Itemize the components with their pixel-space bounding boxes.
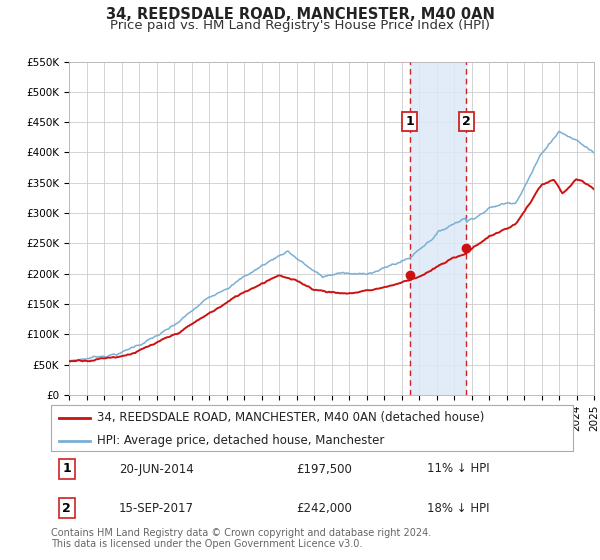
Text: 1: 1: [62, 463, 71, 475]
Text: 34, REEDSDALE ROAD, MANCHESTER, M40 0AN (detached house): 34, REEDSDALE ROAD, MANCHESTER, M40 0AN …: [97, 411, 484, 424]
Text: Price paid vs. HM Land Registry's House Price Index (HPI): Price paid vs. HM Land Registry's House …: [110, 19, 490, 32]
Text: 15-SEP-2017: 15-SEP-2017: [119, 502, 194, 515]
Text: 34, REEDSDALE ROAD, MANCHESTER, M40 0AN: 34, REEDSDALE ROAD, MANCHESTER, M40 0AN: [106, 7, 494, 22]
Text: 11% ↓ HPI: 11% ↓ HPI: [427, 463, 490, 475]
Text: 2: 2: [462, 115, 471, 128]
Text: HPI: Average price, detached house, Manchester: HPI: Average price, detached house, Manc…: [97, 434, 385, 447]
Text: 2: 2: [62, 502, 71, 515]
Text: £197,500: £197,500: [296, 463, 352, 475]
Text: 18% ↓ HPI: 18% ↓ HPI: [427, 502, 490, 515]
Text: £242,000: £242,000: [296, 502, 352, 515]
Text: Contains HM Land Registry data © Crown copyright and database right 2024.
This d: Contains HM Land Registry data © Crown c…: [51, 528, 431, 549]
Text: 20-JUN-2014: 20-JUN-2014: [119, 463, 194, 475]
Text: 1: 1: [406, 115, 414, 128]
Bar: [410, 62, 466, 395]
